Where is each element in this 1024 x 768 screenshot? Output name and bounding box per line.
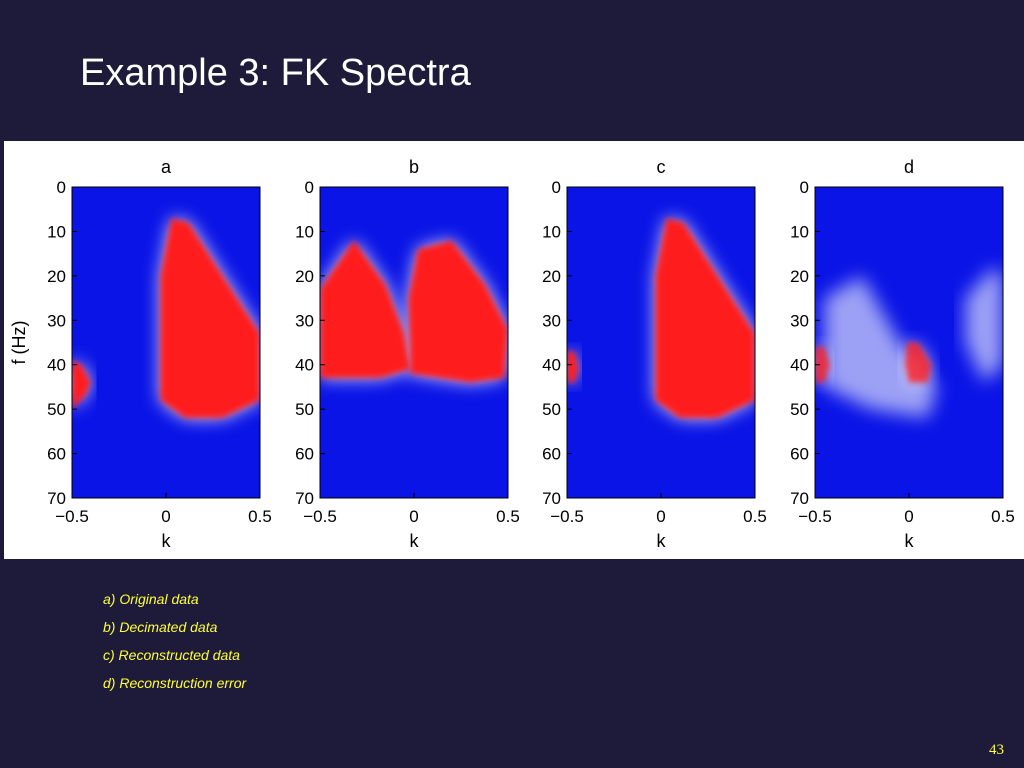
energy-halo-3 <box>965 267 1003 383</box>
x-tick-label: 0 <box>409 507 418 526</box>
caption-list: a) Original data b) Decimated data c) Re… <box>103 590 246 702</box>
y-tick-label: 0 <box>552 178 561 197</box>
page-number: 43 <box>989 742 1004 758</box>
y-tick-label: 70 <box>542 489 561 508</box>
y-tick-label: 20 <box>47 267 66 286</box>
caption-c: c) Reconstructed data <box>103 647 240 663</box>
caption-a: a) Original data <box>103 591 199 607</box>
energy-region-0 <box>160 218 260 418</box>
panel-title: a <box>161 157 172 177</box>
y-tick-label: 60 <box>295 445 314 464</box>
y-tick-label: 40 <box>295 356 314 375</box>
heatmap-area <box>567 187 755 498</box>
x-tick-label: −0.5 <box>55 507 89 526</box>
y-tick-label: 30 <box>542 311 561 330</box>
panel-a: a 0 10 20 30 40 50 60 70−0.5 0 0.5 k f (Hz) <box>9 157 272 551</box>
fk-spectra-figure: a 0 10 20 30 40 50 60 70 −0.5 0 0.5 k f (Hz) b 0 10 20 30 4… <box>4 141 1024 559</box>
energy-region-0 <box>320 240 411 378</box>
x-tick-label: 0.5 <box>248 507 272 526</box>
panel-d: d 0 10 20 30 40 50 60 70−0.5 0 0.5 k <box>790 157 1015 551</box>
x-tick-label: 0 <box>161 507 170 526</box>
x-tick-label: −0.5 <box>798 507 832 526</box>
y-tick-label: 60 <box>47 445 66 464</box>
y-tick-label: 50 <box>542 400 561 419</box>
y-tick-label: 50 <box>295 400 314 419</box>
panel-title: d <box>904 157 914 177</box>
y-tick-label: 50 <box>790 400 809 419</box>
energy-region-1 <box>905 342 932 383</box>
energy-region-0 <box>815 346 830 383</box>
energy-region-1 <box>408 240 508 383</box>
y-tick-label: 40 <box>542 356 561 375</box>
y-tick-label: 30 <box>295 311 314 330</box>
y-tick-label: 20 <box>542 267 561 286</box>
energy-region-1 <box>567 351 579 383</box>
x-tick-label: −0.5 <box>303 507 337 526</box>
y-tick-label: 60 <box>542 445 561 464</box>
x-tick-label: 0 <box>904 507 913 526</box>
y-tick-label: 70 <box>790 489 809 508</box>
y-tick-label: 0 <box>305 178 314 197</box>
panel-c: c 0 10 20 30 40 50 60 70−0.5 0 0.5 k <box>542 157 767 551</box>
caption-b: b) Decimated data <box>103 619 218 635</box>
heatmap-area <box>72 187 260 498</box>
y-tick-label: 70 <box>295 489 314 508</box>
y-tick-label: 20 <box>295 267 314 286</box>
x-tick-label: 0.5 <box>743 507 767 526</box>
y-tick-label: 30 <box>47 311 66 330</box>
y-tick-label: 10 <box>542 222 561 241</box>
heatmap-area <box>320 187 508 498</box>
x-axis-label: k <box>162 531 172 551</box>
x-tick-label: 0.5 <box>496 507 520 526</box>
panel-b: b 0 10 20 30 40 50 60 70−0.5 0 0.5 k <box>295 157 520 551</box>
y-tick-label: 10 <box>790 222 809 241</box>
panel-title: b <box>409 157 419 177</box>
y-tick-label: 10 <box>47 222 66 241</box>
energy-region-0 <box>655 218 755 418</box>
y-axis-label: f (Hz) <box>9 321 29 365</box>
x-axis-label: k <box>410 531 420 551</box>
y-tick-label: 40 <box>790 356 809 375</box>
y-tick-label: 30 <box>790 311 809 330</box>
y-tick-label: 70 <box>47 489 66 508</box>
x-tick-label: −0.5 <box>550 507 584 526</box>
y-tick-label: 10 <box>295 222 314 241</box>
energy-region-1 <box>72 360 91 410</box>
y-tick-label: 0 <box>800 178 809 197</box>
x-tick-label: 0.5 <box>991 507 1015 526</box>
heatmap-area <box>815 187 1003 498</box>
x-axis-label: k <box>657 531 667 551</box>
y-tick-label: 0 <box>57 178 66 197</box>
y-tick-label: 40 <box>47 356 66 375</box>
y-tick-label: 50 <box>47 400 66 419</box>
y-tick-label: 20 <box>790 267 809 286</box>
y-tick-label: 60 <box>790 445 809 464</box>
caption-d: d) Reconstruction error <box>103 675 247 691</box>
slide-title: Example 3: FK Spectra <box>80 52 471 94</box>
x-tick-label: 0 <box>656 507 665 526</box>
x-axis-label: k <box>905 531 915 551</box>
panel-title: c <box>657 157 666 177</box>
